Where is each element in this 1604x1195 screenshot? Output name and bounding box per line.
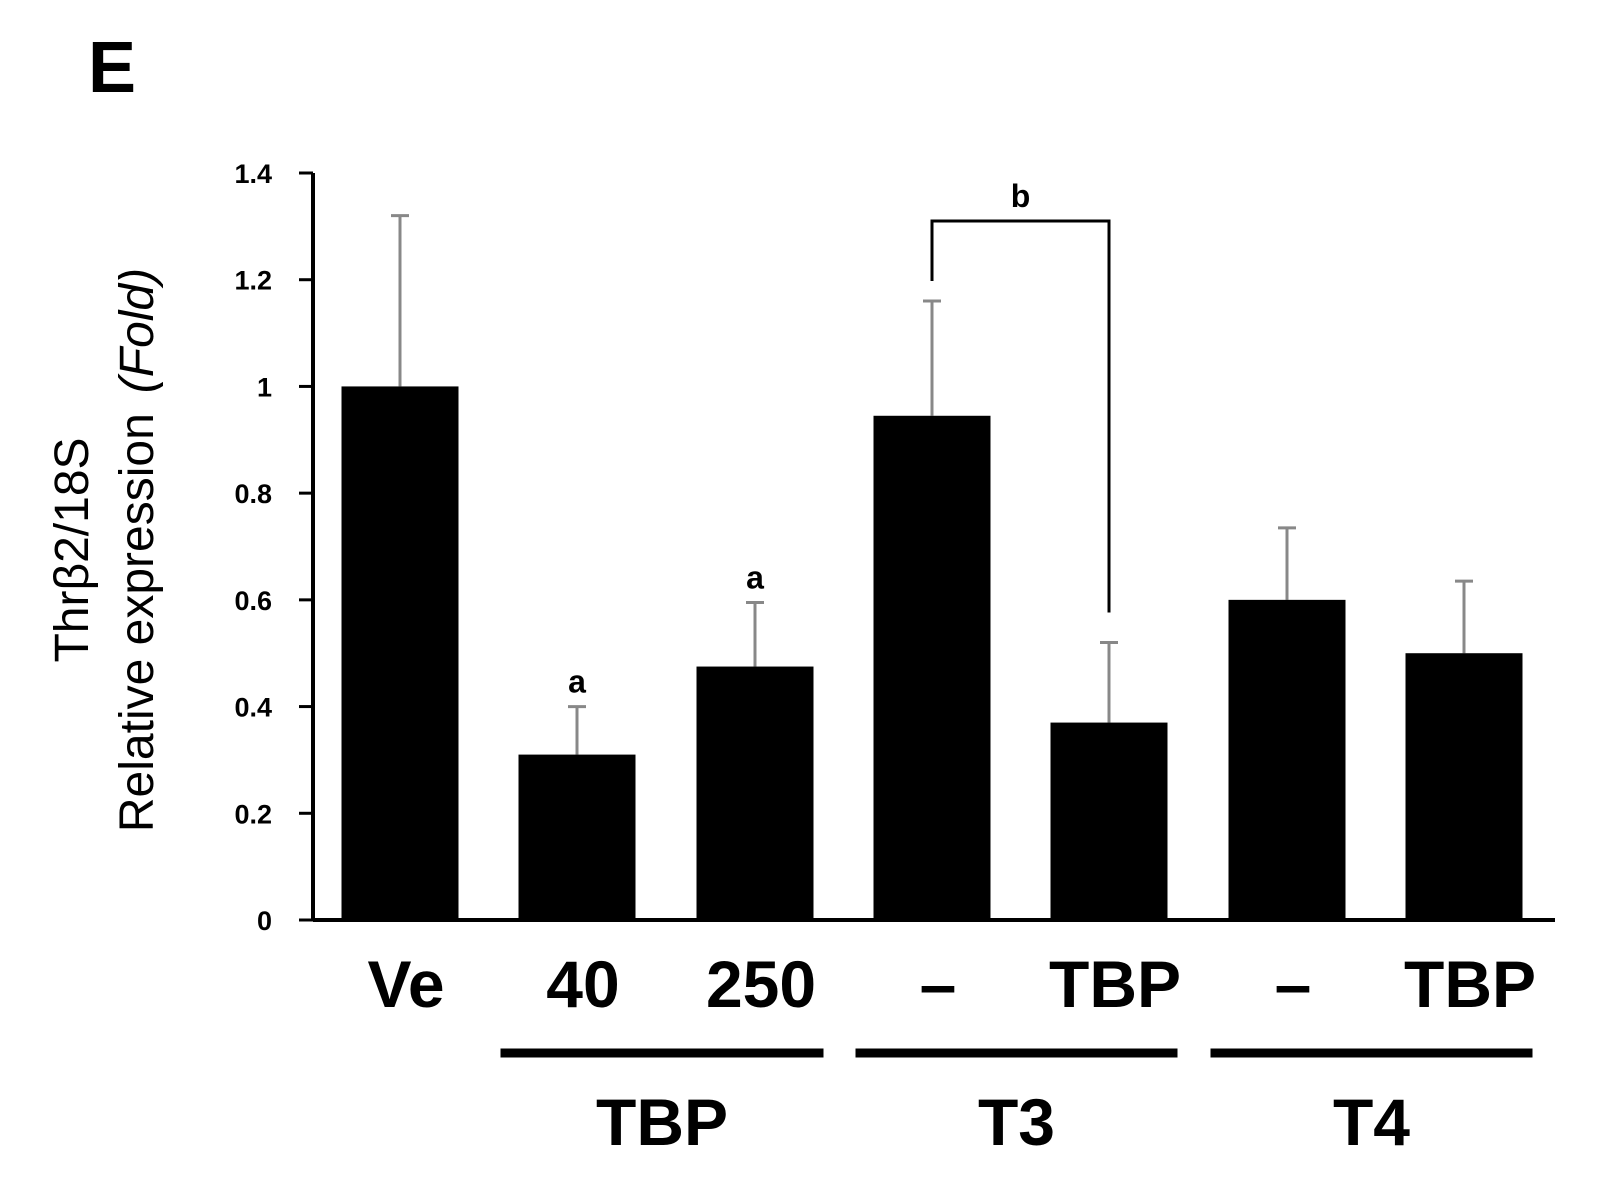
y-axis-label-main: Relative expression — [111, 413, 164, 832]
y-axis-label-gene: Thrβ2/18S — [46, 437, 99, 662]
bar — [341, 386, 459, 920]
significance-letter: a — [568, 664, 586, 700]
group-label: TBP — [596, 1085, 728, 1159]
bar — [873, 415, 991, 920]
group-label: T4 — [1333, 1085, 1410, 1159]
category-label: TBP — [1404, 947, 1536, 1021]
y-axis-label-unit: (Fold) — [111, 268, 164, 393]
group-label: T3 — [978, 1085, 1055, 1159]
significance-letter: a — [746, 560, 764, 596]
category-label: – — [1275, 947, 1312, 1021]
y-tick-label: 1 — [257, 372, 272, 402]
bracket-line — [930, 219, 1111, 613]
y-axis-ticks: 0 0.2 0.4 0.6 0.8 1 1.2 1.4 — [234, 159, 313, 936]
axes — [311, 173, 1555, 922]
category-label: TBP — [1049, 947, 1181, 1021]
category-label: 250 — [706, 947, 816, 1021]
y-tick-label: 0.6 — [234, 586, 272, 616]
bar — [1405, 653, 1523, 920]
y-tick-label: 0.4 — [234, 693, 272, 723]
y-tick-label: 1.4 — [234, 159, 272, 189]
y-tick-label: 1.2 — [234, 266, 272, 296]
bars — [341, 386, 1523, 920]
x-axis-tick-labels: Ve 40 250 – TBP – TBP — [367, 947, 1536, 1021]
panel-label: E — [88, 28, 136, 108]
bar — [518, 754, 636, 920]
category-label: 40 — [546, 947, 619, 1021]
bracket-letter: b — [1011, 178, 1031, 214]
error-bars — [391, 214, 1473, 755]
y-axis-label-expression: Relative expression (Fold) — [111, 268, 164, 832]
y-tick-label: 0.2 — [234, 799, 272, 829]
group-labels: TBP T3 T4 — [500, 1048, 1533, 1159]
category-label: – — [920, 947, 957, 1021]
y-tick-label: 0 — [257, 906, 272, 936]
category-label: Ve — [367, 947, 444, 1021]
significance-annotations: aa — [568, 560, 764, 700]
bar — [1228, 599, 1346, 920]
bar — [1050, 722, 1168, 920]
y-tick-label: 0.8 — [234, 479, 272, 509]
bar — [696, 666, 814, 920]
significance-bracket: b — [930, 178, 1111, 613]
